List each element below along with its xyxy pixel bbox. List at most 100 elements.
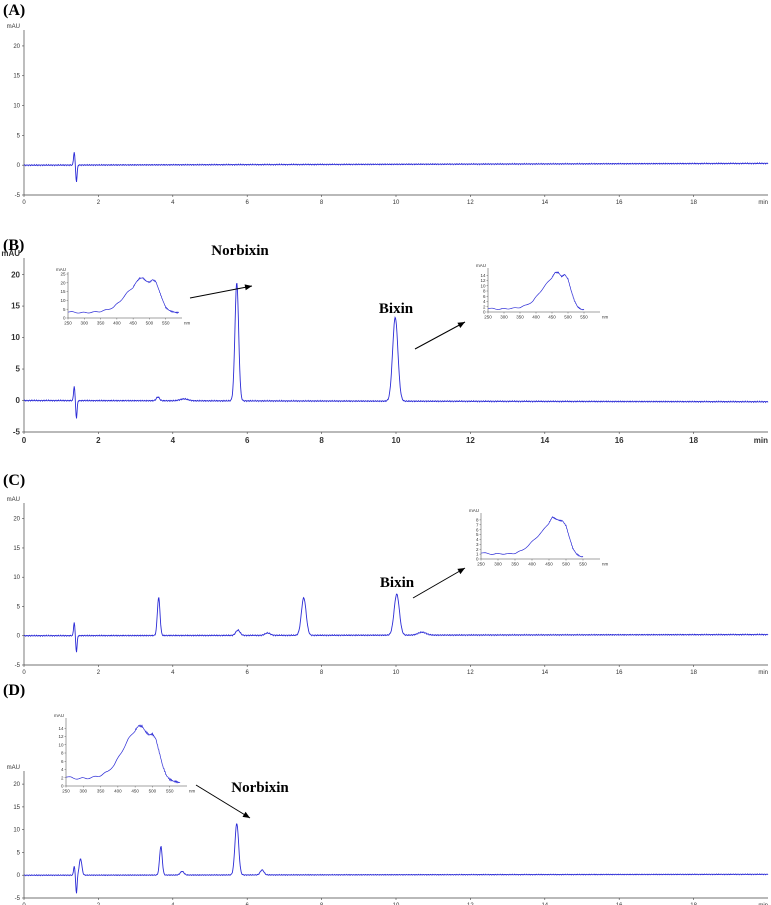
x-tick-label: 14	[541, 200, 548, 206]
inset-y-tick-label: 8	[476, 517, 479, 522]
annotation-arrow	[195, 784, 251, 819]
x-tick-label: 18	[690, 200, 697, 206]
inset-y-tick-label: 2	[476, 547, 479, 552]
inset-y-tick-label: 10	[58, 742, 64, 747]
arrow-head	[457, 568, 465, 575]
x-axis-label: min	[758, 200, 768, 206]
inset-y-tick-label: 5	[476, 532, 479, 537]
y-tick-label: 15	[13, 546, 20, 552]
inset-x-tick-label: 500	[149, 789, 157, 794]
inset-x-tick-label: 500	[562, 562, 570, 567]
x-tick-label: 18	[689, 436, 698, 445]
annotation-arrow	[412, 567, 466, 599]
x-tick-label: 12	[467, 670, 474, 676]
inset-x-label: nm	[602, 562, 609, 567]
y-tick-label: 20	[13, 44, 20, 50]
inset-y-tick-label: 0	[63, 316, 66, 321]
inset-y-tick-label: 7	[476, 522, 479, 527]
y-tick-label: -5	[15, 663, 21, 669]
x-tick-label: 14	[541, 670, 548, 676]
inset-x-tick-label: 400	[114, 789, 122, 794]
x-tick-label: 12	[467, 200, 474, 206]
inset-y-tick-label: 12	[480, 278, 486, 283]
x-tick-label: 8	[319, 436, 324, 445]
y-tick-label: -5	[13, 428, 21, 437]
y-tick-label: 10	[13, 828, 20, 834]
y-axis-label: mAU	[7, 765, 20, 771]
y-tick-label: 0	[17, 873, 21, 879]
inset-y-tick-label: 4	[483, 299, 486, 304]
peak-annotation: Bixin	[379, 301, 414, 317]
x-tick-label: 10	[393, 903, 400, 905]
panel-label: (D)	[3, 682, 25, 699]
inset-y-tick-label: 0	[483, 310, 486, 315]
inset-y-tick-label: 10	[480, 283, 486, 288]
chromatogram-trace	[23, 593, 769, 653]
y-tick-label: 20	[13, 517, 20, 523]
chromatogram-trace	[23, 282, 769, 419]
inset-spectrum-line	[65, 724, 181, 784]
y-tick-label: 15	[11, 302, 20, 311]
inset-x-tick-label: 400	[532, 315, 540, 320]
y-tick-label: 15	[13, 805, 20, 811]
inset-y-tick-label: 10	[60, 298, 66, 303]
chromatogram-trace	[23, 152, 769, 183]
x-tick-label: 2	[96, 436, 101, 445]
inset-x-tick-label: 250	[64, 321, 72, 326]
peak-annotation: Bixin	[380, 575, 415, 591]
panel-label: (C)	[3, 472, 25, 489]
inset-x-label: nm	[189, 789, 196, 794]
x-tick-label: 10	[393, 670, 400, 676]
inset-y-tick-label: 5	[63, 307, 66, 312]
x-tick-label: 8	[320, 200, 324, 206]
x-tick-label: 16	[616, 200, 623, 206]
inset-x-tick-label: 550	[579, 562, 587, 567]
inset-x-label: nm	[602, 315, 609, 320]
x-axis-label: min	[758, 670, 768, 676]
y-tick-label: 20	[13, 782, 20, 788]
inset-y-tick-label: 12	[58, 734, 64, 739]
inset-x-tick-label: 350	[97, 789, 105, 794]
x-tick-label: 16	[615, 436, 624, 445]
inset-x-tick-label: 300	[500, 315, 508, 320]
annotation-arrow	[189, 285, 253, 299]
inset-y-tick-label: 8	[483, 289, 486, 294]
inset-x-tick-label: 250	[484, 315, 492, 320]
x-tick-label: 6	[245, 436, 250, 445]
inset-x-tick-label: 500	[564, 315, 572, 320]
y-axis-label: mAU	[7, 497, 20, 503]
inset-y-tick-label: 15	[60, 289, 66, 294]
uv-spectrum-inset: mAU 0 2 4 6 8 10 12 14 250 300 350 400 450 500 550 nm	[54, 713, 251, 819]
x-tick-label: 2	[97, 670, 101, 676]
x-tick-label: 4	[171, 903, 175, 905]
x-tick-label: 6	[246, 903, 250, 905]
y-tick-label: 0	[17, 163, 21, 169]
inset-y-tick-label: 6	[61, 759, 64, 764]
y-tick-label: 5	[16, 365, 21, 374]
y-tick-label: 0	[17, 634, 21, 640]
inset-x-tick-label: 300	[494, 562, 502, 567]
peak-annotation: Norbixin	[211, 243, 269, 259]
uv-spectrum-inset: mAU 0 5 10 15 20 25 250 300 350 400 450 500 550 nm	[56, 267, 253, 326]
inset-y-label: mAU	[56, 267, 66, 272]
x-tick-label: 16	[616, 670, 623, 676]
inset-x-tick-label: 550	[166, 789, 174, 794]
inset-spectrum-line	[480, 516, 584, 558]
inset-y-tick-label: 6	[483, 294, 486, 299]
inset-x-tick-label: 250	[62, 789, 70, 794]
inset-y-tick-label: 20	[60, 280, 66, 285]
inset-x-tick-label: 250	[477, 562, 485, 567]
x-tick-label: 2	[97, 200, 101, 206]
inset-y-tick-label: 0	[476, 557, 479, 562]
x-tick-label: 4	[171, 436, 176, 445]
x-tick-label: 18	[690, 670, 697, 676]
y-tick-label: 20	[11, 270, 20, 279]
inset-x-tick-label: 450	[545, 562, 553, 567]
x-tick-label: 6	[246, 200, 250, 206]
peak-annotation: Norbixin	[231, 780, 289, 796]
inset-x-tick-label: 300	[81, 321, 89, 326]
inset-y-tick-label: 4	[61, 767, 64, 772]
